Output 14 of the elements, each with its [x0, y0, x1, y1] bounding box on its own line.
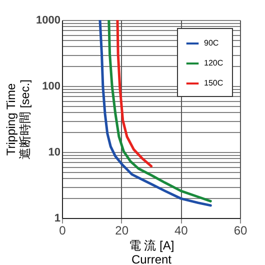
legend-label: 150C: [204, 78, 224, 88]
x-tick-label: 60: [234, 224, 248, 238]
y-tick-label: 10: [48, 146, 60, 158]
line-series: [116, 20, 153, 168]
x-tick-label: 20: [115, 224, 129, 238]
x-tick-label: 40: [174, 224, 188, 238]
y-axis-title: Tripping Time 遮断時間 [sec.]: [4, 79, 32, 160]
x-tick-label: 0: [59, 224, 66, 238]
x-axis-title: 電 流 [A] Current: [128, 238, 174, 265]
legend-label: 120C: [204, 58, 224, 68]
y-tick-label: 1: [54, 212, 60, 224]
y-tick-label: 100: [42, 80, 60, 92]
legend-label: 90C: [204, 38, 219, 48]
y-tick-label: 1000: [36, 14, 60, 26]
